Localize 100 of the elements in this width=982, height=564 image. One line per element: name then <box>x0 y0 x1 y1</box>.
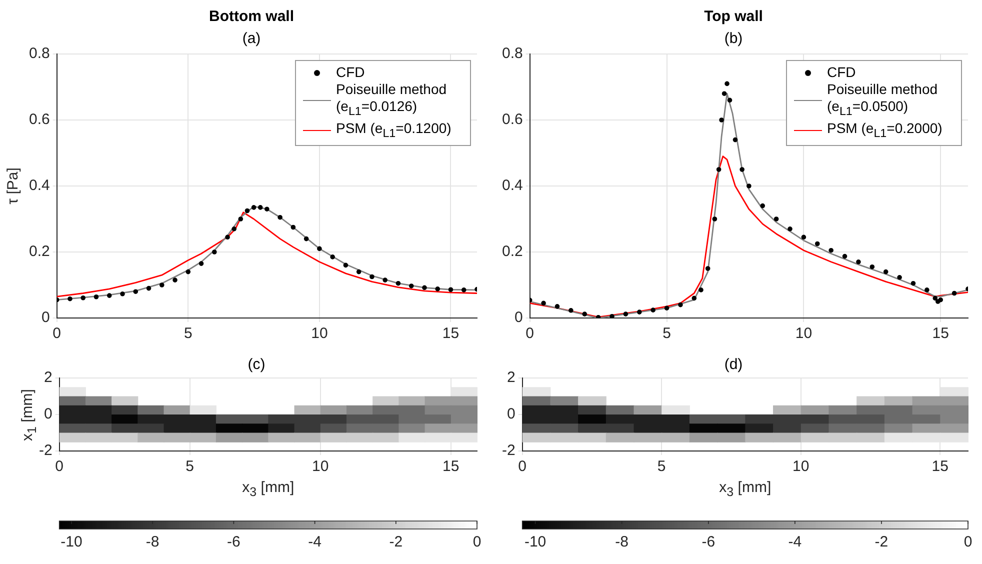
point <box>724 81 730 86</box>
color-bar-label: -4 <box>308 534 322 551</box>
point <box>382 278 388 282</box>
point <box>238 216 244 222</box>
point <box>774 216 779 222</box>
point <box>828 248 834 253</box>
point <box>159 282 164 288</box>
point <box>435 286 440 292</box>
point <box>290 224 296 230</box>
x-tick-label: 15 <box>932 325 949 342</box>
x-tick-label: 15 <box>932 458 948 476</box>
point <box>186 269 191 274</box>
chart-subtitle: (b) <box>724 30 743 48</box>
color-bar-label: -4 <box>788 534 802 551</box>
legend-label: Poiseuille method (e$_{L1}$=0.0126) <box>336 81 448 120</box>
point <box>278 214 282 220</box>
point <box>610 314 614 318</box>
legend-label: PSM (e$_{L1}$=0.1200) <box>336 120 452 142</box>
color-bar-label: 0 <box>964 534 972 551</box>
y-tick-label: 0.6 <box>28 111 50 128</box>
x-axis-title: x$_{3}$ [mm] <box>242 479 294 499</box>
point <box>343 262 348 268</box>
y-axis-title: τ [Pa] <box>4 168 22 204</box>
color-bar-label: 0 <box>472 534 482 551</box>
point <box>396 280 401 286</box>
x-tick-label: 5 <box>184 325 192 342</box>
point <box>910 280 916 286</box>
point <box>582 312 588 316</box>
point <box>678 302 683 308</box>
color-bar-label: -2 <box>389 534 403 551</box>
point <box>232 226 236 232</box>
point <box>746 184 752 188</box>
point <box>650 308 656 312</box>
point <box>814 241 820 246</box>
point <box>106 293 112 298</box>
point <box>719 118 724 122</box>
x-tick-label: 5 <box>662 325 671 342</box>
color-bar-label: -10 <box>60 534 82 551</box>
y-tick-label: 2 <box>44 369 52 386</box>
x-tick-label: 15 <box>442 458 460 476</box>
point <box>870 264 875 270</box>
legend-label: Poiseuille method (e$_{L1}$=0.0500) <box>827 81 939 120</box>
point <box>938 297 944 302</box>
y-tick-label: 0 <box>514 309 523 326</box>
chart-title: (d) <box>724 356 743 374</box>
point <box>664 306 670 310</box>
point <box>120 292 125 296</box>
point <box>760 203 766 208</box>
y-tick-label: 0 <box>506 406 516 423</box>
point <box>370 274 374 280</box>
point <box>94 294 99 300</box>
point <box>146 286 152 291</box>
point <box>244 208 250 214</box>
point <box>727 98 732 103</box>
x-tick-label: 15 <box>442 325 460 342</box>
color-bar-label: -6 <box>702 534 716 551</box>
point <box>212 250 217 254</box>
point <box>712 216 718 222</box>
color-bar-label: -10 <box>524 534 546 551</box>
point <box>225 234 230 240</box>
point <box>317 246 322 252</box>
point <box>705 266 710 271</box>
point <box>883 269 888 274</box>
point <box>842 254 848 259</box>
x-tick-label: 0 <box>55 458 64 476</box>
x-tick-label: 5 <box>186 458 194 476</box>
legend-label: CFD <box>827 64 857 81</box>
color-bar-label: -8 <box>146 534 160 551</box>
color-bar-label: -8 <box>615 534 629 551</box>
point <box>80 295 86 300</box>
point <box>133 289 138 294</box>
y-tick-label: 0 <box>44 406 52 423</box>
color-bar-label: -6 <box>227 534 240 551</box>
point <box>856 260 861 264</box>
y-tick-label: 0.6 <box>502 111 523 128</box>
x-tick-label: 10 <box>795 325 812 342</box>
y-tick-label: -2 <box>38 442 52 460</box>
point <box>732 137 738 142</box>
point <box>698 288 704 292</box>
y-tick-label: 0.4 <box>28 177 50 194</box>
point <box>554 304 560 309</box>
point <box>68 296 72 302</box>
point <box>541 300 546 306</box>
point <box>740 167 744 172</box>
chart-subtitle: (a) <box>242 30 261 48</box>
point <box>716 167 722 172</box>
point <box>172 278 178 282</box>
point <box>692 296 697 301</box>
point <box>568 308 574 313</box>
point <box>251 205 256 210</box>
x-tick-label: 0 <box>526 325 534 342</box>
point <box>636 310 642 314</box>
x-tick-label: 10 <box>792 458 810 476</box>
point <box>788 226 792 232</box>
point <box>897 275 902 280</box>
point <box>408 284 414 288</box>
x-axis-title: x$_{3}$ [mm] <box>719 479 772 499</box>
point <box>448 287 454 292</box>
y-tick-label: 0.8 <box>28 45 50 62</box>
chart-title: Top wall <box>704 8 763 26</box>
